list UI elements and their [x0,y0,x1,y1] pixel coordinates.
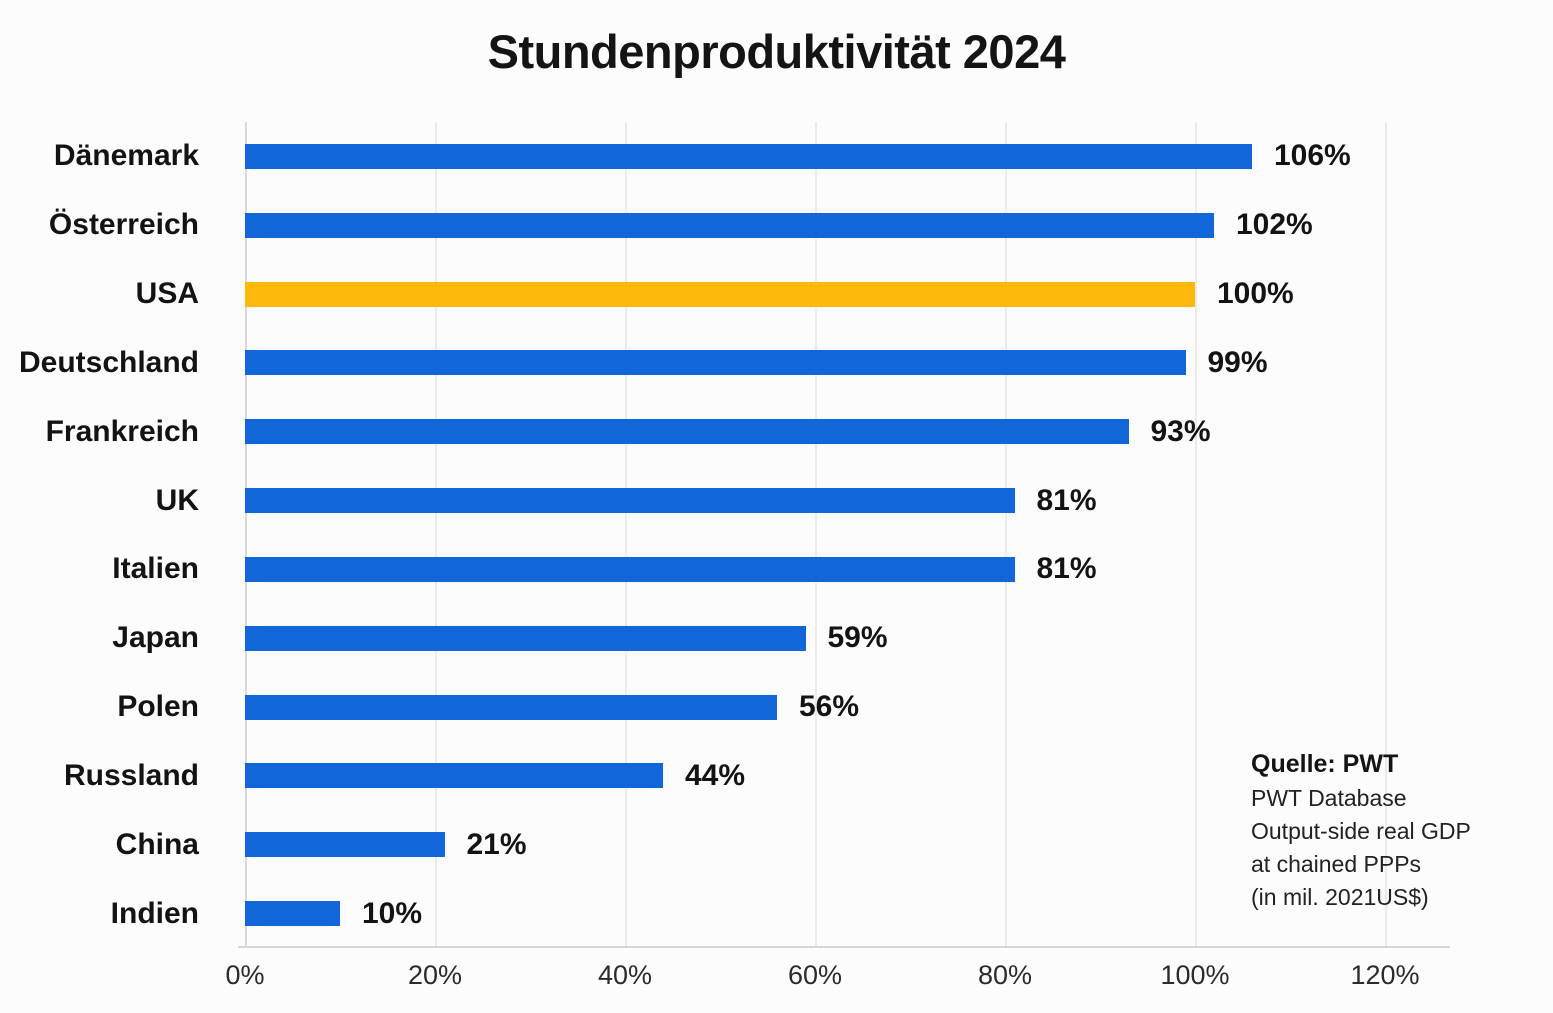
value-label: 81% [1036,552,1097,586]
bar-area: 44% [245,741,1440,810]
bar-area: 102% [245,191,1440,260]
category-label: Deutschland [18,345,199,379]
x-tick-label: 100% [1160,960,1230,990]
x-tick-label: 20% [407,960,463,990]
x-tick-label: 120% [1350,960,1420,990]
source-note-line: PWT Database [1251,785,1407,811]
value-label: 81% [1036,483,1097,517]
bar-area: 81% [245,535,1440,604]
category-label: China [115,827,199,861]
bar [245,763,663,789]
source-note-line: (in mil. 2021US$) [1251,884,1429,910]
bar-row: Italien 81% [0,535,1440,604]
category-label: Polen [117,690,199,724]
bar-row: Dänemark 106% [0,122,1440,191]
x-tick-label: 80% [977,960,1033,990]
source-note-line: Output-side real GDP [1251,818,1471,844]
category-label: Indien [110,896,199,930]
value-label: 10% [362,896,423,930]
bar-row: Polen 56% [0,673,1440,742]
category-label: UK [155,483,199,517]
bar-row: Österreich 102% [0,191,1440,260]
bar-area: 99% [245,328,1440,397]
gridline [435,122,437,948]
bar-row: USA 100% [0,260,1440,329]
gridlines [245,122,1440,948]
bar-area: 81% [245,466,1440,535]
bar [245,556,1015,582]
bar-row: Deutschland 99% [0,328,1440,397]
bar [245,143,1252,169]
value-label: 21% [466,827,527,861]
gridline [815,122,817,948]
value-label: 100% [1217,277,1294,311]
category-label: Italien [112,552,199,586]
bar-highlighted [245,281,1195,307]
category-label: Russland [63,758,199,792]
value-label: 102% [1236,208,1313,242]
gridline [245,122,247,948]
bar-area: 21% [245,810,1440,879]
x-axis-ticks: 0% 20% 40% 60% 80% 100% 120% [225,960,1440,1002]
bar-row: Indien 10% [0,879,1440,948]
bar [245,832,445,858]
bar [245,694,777,720]
bar-area: 10% [245,879,1440,948]
gridline [1385,122,1387,948]
bar [245,212,1214,238]
bar-row: UK 81% [0,466,1440,535]
x-tick-label: 40% [597,960,653,990]
category-label: Japan [112,621,199,655]
bar [245,625,806,651]
bar-row: Japan 59% [0,604,1440,673]
bar-area: 59% [245,604,1440,673]
category-label: USA [135,277,199,311]
gridline [625,122,627,948]
source-note: Quelle: PWT PWT Database Output-side real… [1251,750,1471,914]
plot-area: Dänemark 106% Österreich 102% USA 100% Deutsch… [0,122,1450,990]
chart-title: Stundenproduktivität 2024 [487,25,1066,78]
bar-area: 100% [245,260,1440,329]
x-tick-label: 60% [787,960,843,990]
value-label: 106% [1274,139,1351,173]
x-axis-line [238,946,1450,948]
bar-row: Frankreich 93% [0,397,1440,466]
bar [245,488,1015,514]
bar [245,901,340,927]
bar-row: Russland 44% [0,741,1440,810]
gridline [1195,122,1197,948]
value-label: 56% [799,690,860,724]
category-label: Österreich [48,208,199,242]
x-tick-label: 0% [225,960,265,990]
bar-area: 93% [245,397,1440,466]
bar [245,350,1186,376]
value-label: 59% [827,621,888,655]
source-note-title: Quelle: PWT [1251,750,1399,778]
bar-area: 106% [245,122,1440,191]
bar-area: 56% [245,673,1440,742]
bar-row: China 21% [0,810,1440,879]
bar [245,419,1129,445]
source-note-lines: PWT Database Output-side real GDP at chain… [1251,782,1471,914]
category-label: Dänemark [53,139,199,173]
value-label: 93% [1150,414,1211,448]
value-label: 44% [685,758,746,792]
value-label: 99% [1207,345,1268,379]
category-label: Frankreich [45,414,199,448]
gridline [1005,122,1007,948]
source-note-line: at chained PPPs [1251,851,1422,877]
bar-rows: Dänemark 106% Österreich 102% USA 100% Deutsch… [0,122,1440,948]
